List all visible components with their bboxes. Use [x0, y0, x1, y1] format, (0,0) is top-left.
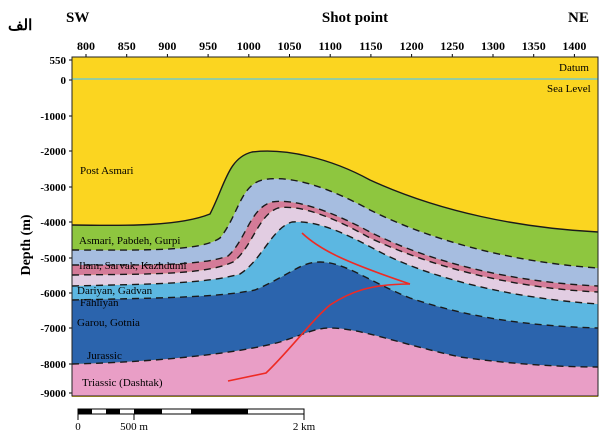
thrust-fault-lower	[227, 283, 411, 382]
shot-point-tick-label: 1300	[481, 39, 505, 53]
scale-mid: 500 m	[120, 421, 148, 433]
shot-point-tick-label: 1100	[319, 39, 342, 53]
sea-level-label: Sea Level	[547, 83, 591, 95]
shot-point-tick-label: 1200	[400, 39, 424, 53]
horizon-lines	[71, 150, 599, 368]
plot-frame	[71, 56, 599, 397]
scale-end: 2 km	[293, 421, 316, 433]
shot-point-tick-label: 850	[118, 39, 136, 53]
top-ilam-horizon	[71, 177, 599, 269]
asmari-layer	[72, 151, 598, 268]
shot-point-tick-label: 1250	[440, 39, 464, 53]
garou-label: Garou, Gotnia	[77, 317, 140, 329]
shot-point-tick-label: 800	[77, 39, 95, 53]
top-dariyan-horizon	[71, 200, 599, 287]
depth-tick-label: 550	[50, 55, 67, 67]
fahliyan-layer	[72, 207, 598, 304]
depth-tick-label: 0	[61, 75, 67, 87]
depth-tick-label: -8000	[40, 359, 66, 371]
depth-tick-label: -2000	[40, 146, 66, 158]
ne-label: NE	[568, 10, 589, 26]
depth-tick-label: -1000	[40, 111, 66, 123]
scale-bar: 0 500 m 2 km	[75, 408, 316, 433]
ilam-layer	[72, 178, 598, 286]
shot-point-tick-label: 1150	[359, 39, 382, 53]
section-layers	[72, 57, 598, 397]
ilam-label: Ilam, Sarvak, Kazhdumi	[79, 260, 187, 272]
depth-tick-label: -5000	[40, 253, 66, 265]
triassic-label: Triassic (Dashtak)	[82, 377, 163, 389]
thrust-fault-upper	[301, 232, 411, 285]
shot-point-tick-label: 950	[199, 39, 217, 53]
post-asmari-label: Post Asmari	[80, 165, 133, 177]
shot-point-tick-label: 1050	[278, 39, 302, 53]
sw-label: SW	[66, 10, 89, 26]
top-jurassic-horizon	[71, 261, 599, 329]
shot-point-tick-label: 1000	[237, 39, 261, 53]
top-asmari-horizon	[71, 150, 599, 233]
jurassic-label: Jurassic	[87, 350, 122, 362]
datum-label: Datum	[559, 62, 589, 74]
fahliyan-label: Fahliyan	[80, 297, 119, 309]
shot-point-title: Shot point	[322, 10, 388, 26]
shot-point-tick-label: 900	[158, 39, 176, 53]
depth-tick-label: -6000	[40, 288, 66, 300]
shot-point-axis: 800 850 900 950 1000 1050 1100 1150 1200 1250 1300…	[77, 39, 586, 58]
dariyan-layer	[72, 201, 598, 292]
depth-tick-label: -9000	[40, 388, 66, 400]
depth-tick-label: -7000	[40, 323, 66, 335]
depth-axis: 550 0 -1000 -2000 -3000 -4000 -5000 -6000 -7000 -…	[40, 55, 73, 400]
depth-tick-label: -4000	[40, 217, 66, 229]
top-fahliyan-horizon	[71, 206, 599, 293]
depth-axis-label: Depth (m)	[19, 214, 34, 275]
scale-start: 0	[75, 421, 81, 433]
asmari-label: Asmari, Pabdeh, Gurpi	[79, 235, 180, 247]
panel-label: الف	[8, 18, 32, 34]
depth-tick-label: -3000	[40, 182, 66, 194]
shot-point-tick-label: 1400	[562, 39, 586, 53]
dariyan-label: Dariyan, Gadvan	[77, 285, 153, 297]
triassic-layer	[72, 328, 598, 396]
jurassic-layer	[72, 262, 598, 367]
shot-point-tick-label: 1350	[522, 39, 546, 53]
garou-layer	[72, 221, 598, 328]
faults	[227, 232, 411, 382]
